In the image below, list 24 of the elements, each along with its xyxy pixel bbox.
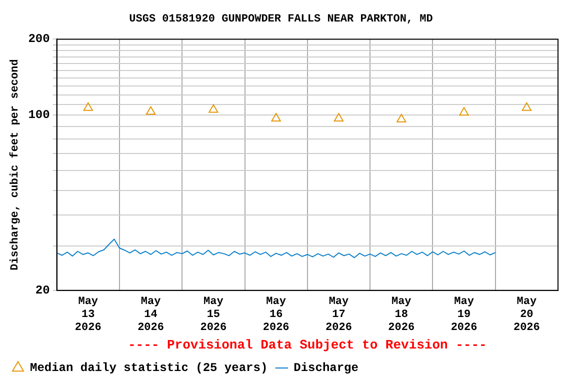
text: ---- Provisional Data Subject to Revision ----	[128, 337, 487, 352]
x-tick-label: May 20 2026	[513, 296, 540, 334]
point	[83, 102, 93, 111]
x-tick-label: May 19 2026	[450, 296, 478, 334]
legend-label: Discharge	[294, 361, 358, 376]
point	[208, 104, 218, 113]
y-tick-label: 100	[28, 108, 50, 122]
point	[522, 102, 532, 111]
y-tick-label: 200	[28, 32, 50, 46]
x-tick-label: May 16 2026	[262, 296, 290, 334]
legend-label: Median daily statistic (25 years)	[30, 361, 268, 376]
point	[271, 112, 281, 122]
point	[396, 114, 406, 122]
point	[459, 107, 469, 116]
x-tick-label: May 18 2026	[388, 296, 415, 334]
x-tick-label: May 17 2026	[326, 296, 352, 334]
y-axis-title: Discharge, cubic feet per second	[8, 59, 22, 270]
point	[146, 106, 156, 115]
y-tick-label: 20	[35, 283, 50, 298]
x-tick-label: May 14 2026	[138, 296, 164, 334]
x-tick-label: May 13 2026	[74, 296, 102, 334]
chart-title: USGS 01581920 GUNPOWDER FALLS NEAR PARKTON, MD	[129, 13, 434, 26]
x-tick-label: May 15 2026	[200, 296, 227, 334]
point	[334, 112, 344, 122]
